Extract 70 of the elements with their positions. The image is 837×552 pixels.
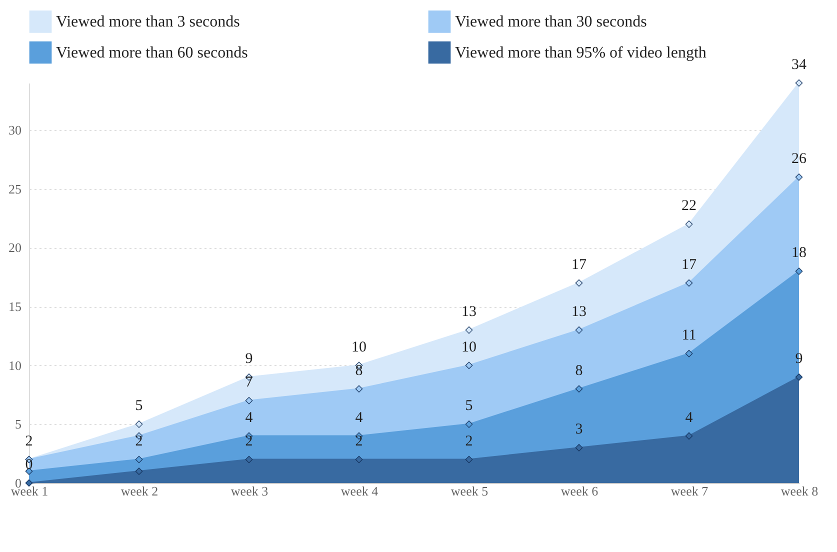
point	[355, 385, 363, 393]
y-tick-label: 5	[15, 416, 22, 432]
point	[575, 385, 583, 393]
legend-label: Viewed more than 3 seconds	[56, 14, 240, 31]
data-label: 26	[792, 151, 807, 168]
data-label: 11	[682, 328, 696, 344]
point	[795, 268, 803, 275]
point	[465, 326, 473, 334]
y-tick-label: 25	[8, 181, 22, 196]
y-tick-label: 30	[8, 122, 22, 138]
data-label: 0	[25, 457, 33, 473]
data-label: 5	[135, 398, 143, 414]
x-tick-label: week 3	[230, 484, 268, 498]
legend-label: Viewed more than 30 seconds	[455, 14, 647, 31]
point	[685, 220, 693, 228]
data-label: 2	[465, 433, 473, 450]
data-label: 4	[685, 410, 694, 426]
data-label: 2	[245, 433, 253, 450]
point	[795, 373, 803, 381]
x-tick-label: week 2	[120, 484, 158, 498]
data-label: 5	[465, 398, 473, 414]
x-tick-label: week 5	[450, 484, 488, 498]
x-tick-label: week 6	[560, 484, 599, 498]
data-label: 10	[462, 339, 476, 356]
data-label: 7	[245, 374, 254, 391]
data-label: 4	[245, 410, 254, 426]
point	[355, 456, 363, 464]
legend-label: Viewed more than 60 seconds	[56, 44, 248, 62]
data-label: 2	[135, 433, 143, 450]
point	[245, 396, 253, 404]
point	[135, 456, 143, 464]
point	[245, 456, 253, 464]
data-label: 10	[352, 339, 366, 356]
point	[795, 173, 803, 181]
data-label: 2	[355, 433, 363, 450]
data-label: 13	[572, 304, 586, 320]
data-label: 2	[25, 433, 33, 450]
data-label: 9	[245, 351, 253, 368]
point	[685, 279, 693, 287]
y-tick-label: 10	[8, 358, 22, 373]
data-label: 4	[355, 410, 364, 426]
point	[25, 479, 33, 487]
point	[575, 326, 583, 334]
point	[685, 432, 693, 440]
data-label: 8	[575, 362, 583, 379]
data-label: 17	[682, 257, 697, 273]
data-label: 17	[572, 257, 587, 273]
point	[795, 79, 803, 87]
data-label: 34	[792, 57, 807, 73]
data-label: 8	[355, 362, 363, 379]
data-label: 9	[795, 351, 803, 368]
y-tick-label: 0	[15, 476, 22, 490]
y-tick-label: 15	[8, 299, 22, 314]
point	[575, 444, 583, 452]
x-tick-label: week 8	[780, 484, 818, 498]
point	[135, 468, 143, 475]
y-tick-label: 20	[8, 240, 22, 256]
data-label: 18	[792, 245, 806, 262]
x-tick-label: week 4	[340, 484, 379, 498]
legend-label: Viewed more than 95% of video length	[455, 44, 706, 62]
data-label: 3	[575, 422, 583, 438]
point	[575, 279, 583, 287]
point	[465, 420, 473, 428]
x-tick-label: week 7	[670, 484, 709, 498]
point	[685, 350, 693, 358]
point	[465, 362, 473, 370]
data-label: 13	[462, 304, 476, 320]
data-label: 22	[682, 198, 696, 214]
point	[465, 456, 473, 464]
point	[135, 420, 143, 428]
